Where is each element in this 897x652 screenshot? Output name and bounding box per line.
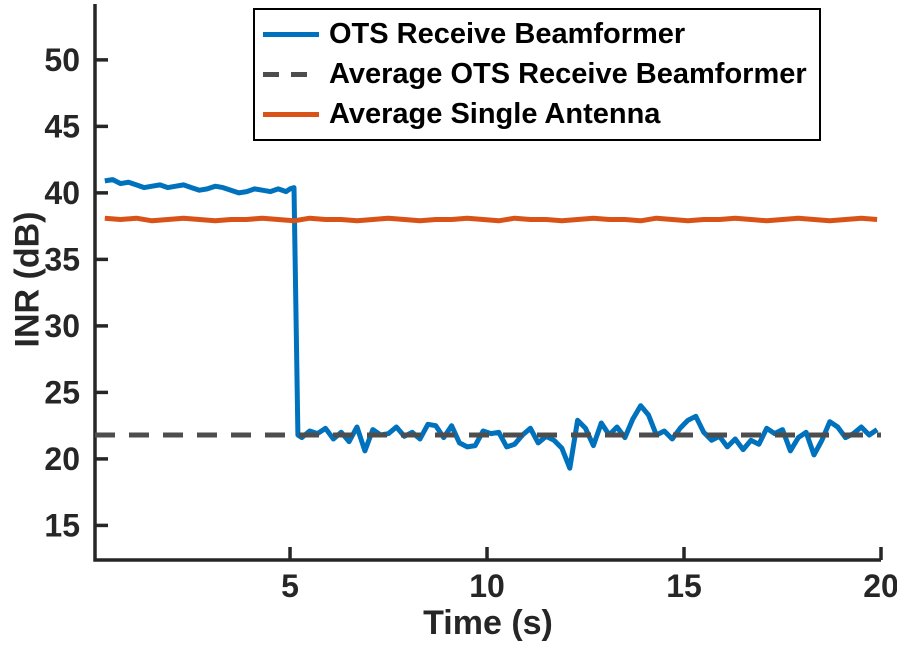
- legend-item: Average OTS Receive Beamformer: [263, 55, 807, 94]
- legend-item: Average Single Antenna: [263, 95, 807, 134]
- y-tick-label: 50: [44, 42, 80, 78]
- legend-label: Average Single Antenna: [329, 98, 661, 130]
- y-tick-label: 20: [44, 441, 80, 477]
- y-tick-label: 35: [44, 241, 80, 277]
- legend-label: OTS Receive Beamformer: [329, 18, 686, 50]
- x-tick-label: 20: [863, 568, 897, 604]
- series-line-2: [104, 215, 878, 224]
- axes-spines: [93, 4, 881, 562]
- x-axis-label: Time (s): [423, 604, 553, 642]
- legend-line-sample-solid-orange: [263, 112, 319, 117]
- y-tick-label: 15: [44, 507, 80, 543]
- y-tick-label: 25: [44, 374, 80, 410]
- y-tick-label: 30: [44, 308, 80, 344]
- legend-label: Average OTS Receive Beamformer: [329, 58, 807, 90]
- y-tick-label: 45: [44, 108, 80, 144]
- x-tick-label: 5: [281, 568, 299, 604]
- legend: OTS Receive Beamformer Average OTS Recei…: [253, 8, 821, 141]
- legend-line-sample-solid-blue: [263, 32, 319, 37]
- y-tick-label: 40: [44, 175, 80, 211]
- legend-item: OTS Receive Beamformer: [263, 15, 807, 54]
- legend-line-sample-dashed-gray: [263, 72, 319, 77]
- x-tick-label: 15: [666, 568, 702, 604]
- y-axis-label: INR (dB): [8, 211, 47, 348]
- x-tick-label: 10: [469, 568, 505, 604]
- series-line-0: [104, 177, 879, 471]
